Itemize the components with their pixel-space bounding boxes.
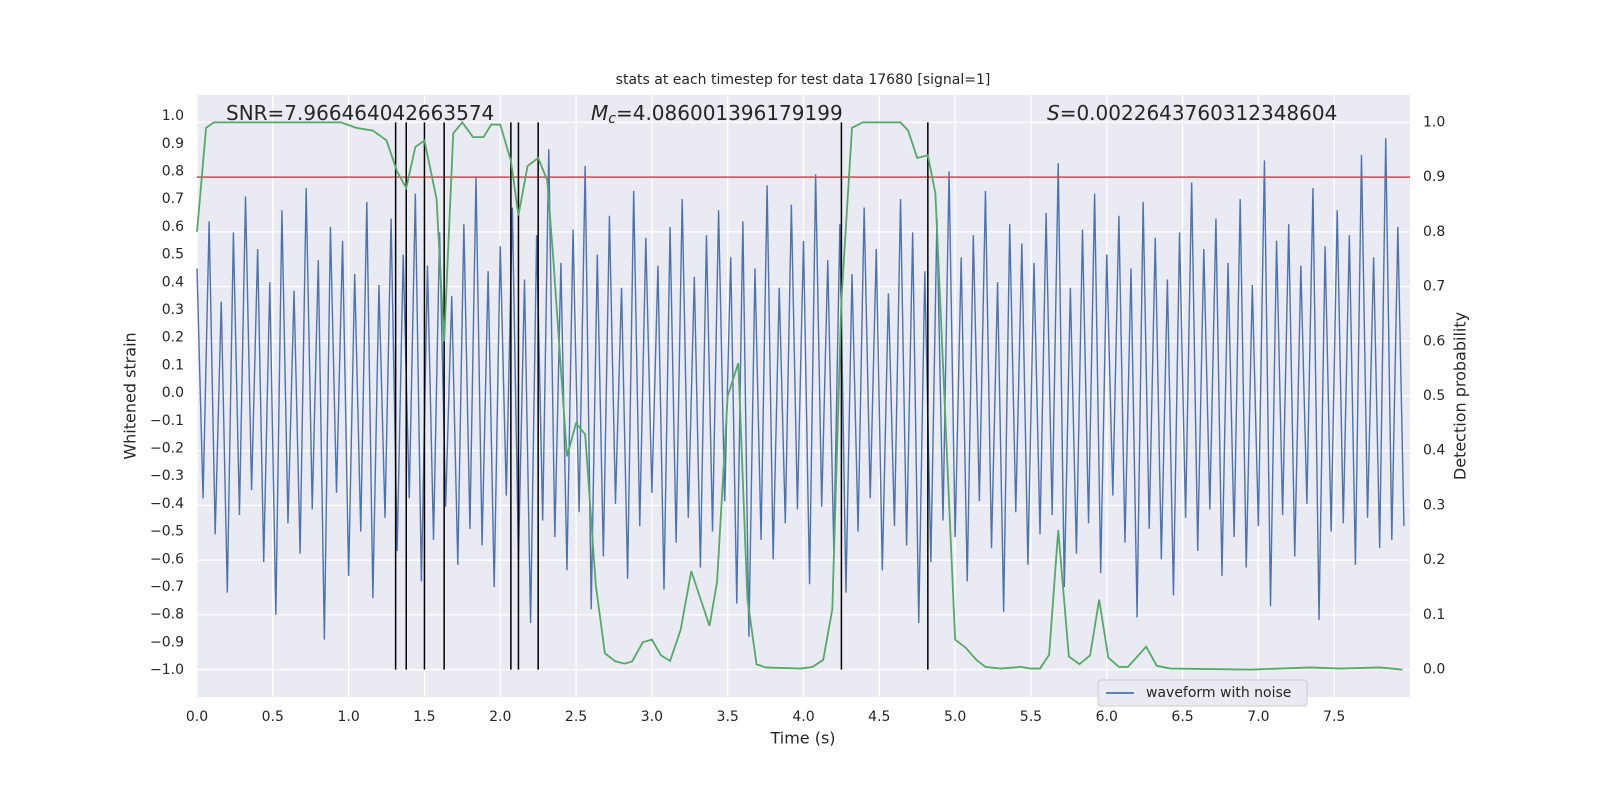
y2-tick-label: 1.0 xyxy=(1423,114,1445,130)
legend-box xyxy=(1097,679,1308,707)
y2-tick-label: 0.1 xyxy=(1423,607,1445,623)
x-tick-label: 5.0 xyxy=(944,709,966,725)
plot-layer xyxy=(196,95,1410,697)
y-tick-label: −0.4 xyxy=(150,496,184,512)
chart-title: stats at each timestep for test data 176… xyxy=(616,72,991,88)
x-tick-label: 5.5 xyxy=(1020,709,1042,725)
y2-tick-label: 0.4 xyxy=(1423,443,1445,459)
y-tick-label: 1.0 xyxy=(162,108,184,124)
x-tick-label: 1.0 xyxy=(337,709,359,725)
legend: waveform with noise xyxy=(1097,679,1308,707)
y2-tick-label: 0.5 xyxy=(1423,388,1445,404)
y-axis-label: Whitened strain xyxy=(121,332,140,459)
y-tick-label: 0.4 xyxy=(162,274,184,290)
probability-line xyxy=(196,120,1403,671)
y-tick-label: 0.6 xyxy=(162,219,184,235)
y-tick-label: 0.9 xyxy=(162,136,184,152)
y2-tick-label: 0.0 xyxy=(1423,662,1445,678)
annotation: S=0.0022643760312348604 xyxy=(1047,101,1337,125)
y2-tick-label: 0.3 xyxy=(1423,497,1445,513)
y-tick-label: 0.1 xyxy=(162,357,184,373)
y2-tick-label: 0.7 xyxy=(1423,279,1445,295)
y-tick-label: 0.8 xyxy=(162,163,184,179)
x-tick-label: 3.0 xyxy=(641,709,663,725)
x-tick-label: 0.0 xyxy=(186,709,208,725)
annotation: SNR=7.966464042663574 xyxy=(226,101,494,125)
annotation-text: SNR=7.966464042663574 xyxy=(226,101,494,125)
y-tick-label: −1.0 xyxy=(150,662,184,678)
legend-label: waveform with noise xyxy=(1146,685,1291,701)
x-axis-label: Time (s) xyxy=(769,729,835,748)
y-tick-label: 0.5 xyxy=(162,247,184,263)
x-tick-label: 1.5 xyxy=(413,709,435,725)
y-tick-label: 0.7 xyxy=(162,191,184,207)
waveform-line xyxy=(196,138,1405,640)
annotation-text: =0.0022643760312348604 xyxy=(1060,101,1338,125)
y2-tick-label: 0.9 xyxy=(1423,169,1445,185)
annotation-subscript: c xyxy=(608,111,616,127)
x-tick-label: 7.5 xyxy=(1323,709,1345,725)
y-tick-label: −0.3 xyxy=(150,468,184,484)
y2-tick-label: 0.6 xyxy=(1423,333,1445,349)
y-tick-label: 0.3 xyxy=(162,302,184,318)
x-tick-label: 0.5 xyxy=(262,709,284,725)
y-tick-label: −0.2 xyxy=(150,440,184,456)
y-tick-label: −0.1 xyxy=(150,413,184,429)
x-tick-label: 6.0 xyxy=(1096,709,1118,725)
x-tick-label: 4.5 xyxy=(868,709,890,725)
y-tick-label: 0.2 xyxy=(162,330,184,346)
x-tick-label: 2.0 xyxy=(489,709,511,725)
x-tick-label: 7.0 xyxy=(1247,709,1269,725)
y-tick-label: −0.5 xyxy=(150,524,184,540)
annotation-text: =4.086001396179199 xyxy=(616,101,843,125)
y-tick-label: −0.7 xyxy=(150,579,184,595)
y-tick-label: −0.6 xyxy=(150,551,184,567)
annotation: Mc=4.086001396179199 xyxy=(591,101,843,128)
y-tick-label: −0.9 xyxy=(150,634,184,650)
y2-tick-label: 0.2 xyxy=(1423,552,1445,568)
x-tick-label: 6.5 xyxy=(1171,709,1193,725)
x-tick-label: 2.5 xyxy=(565,709,587,725)
y-tick-label: 0.0 xyxy=(162,385,184,401)
annotation-symbol: M xyxy=(591,101,608,125)
y2-tick-label: 0.8 xyxy=(1423,224,1445,240)
annotation-symbol: S xyxy=(1047,101,1060,125)
y-tick-label: −0.8 xyxy=(150,607,184,623)
x-tick-label: 3.5 xyxy=(717,709,739,725)
x-tick-label: 4.0 xyxy=(792,709,814,725)
y2-axis-label: Detection probability xyxy=(1451,312,1470,480)
